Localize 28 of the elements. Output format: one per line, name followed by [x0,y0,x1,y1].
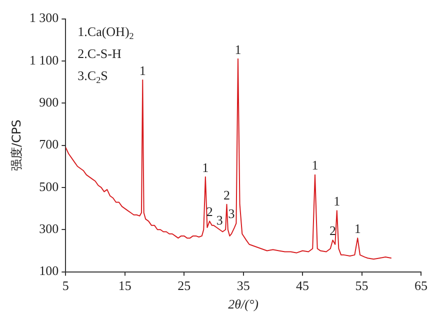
y-tick-label: 300 [39,221,59,236]
x-tick-label: 15 [118,278,132,294]
y-tick-label: 1 100 [29,52,59,68]
x-tick-label: 35 [236,278,250,294]
annotation: 2 [330,223,336,238]
annotation: 1 [312,158,318,173]
y-axis-title: 强度/CPS [9,120,24,171]
x-tick-label: 25 [178,278,191,294]
y-tick-label: 1 300 [29,10,59,26]
x-tick-label: 55 [355,278,368,294]
annotation: 2.C-S-H [78,46,122,62]
annotation: 1 [354,220,361,236]
annotation: 3 [228,206,235,222]
x-axis-title: 2θ/(°) [228,296,259,312]
y-tick-label: 500 [39,178,59,194]
x-tick-label: 45 [296,278,310,294]
x-tick-label: 65 [414,278,428,294]
annotation: 1 [202,160,209,175]
annotation: 1 [234,42,242,57]
y-tick-label: 100 [39,263,59,278]
x-tick-label: 5 [62,278,69,294]
annotation: 2 [223,187,230,202]
y-tick-label: 700 [39,136,59,152]
annotation: 2 [206,204,213,220]
annotation: 1 [334,194,340,209]
annotation: 1 [139,62,146,78]
annotation: 3 [216,212,223,228]
y-tick-label: 900 [39,94,59,110]
